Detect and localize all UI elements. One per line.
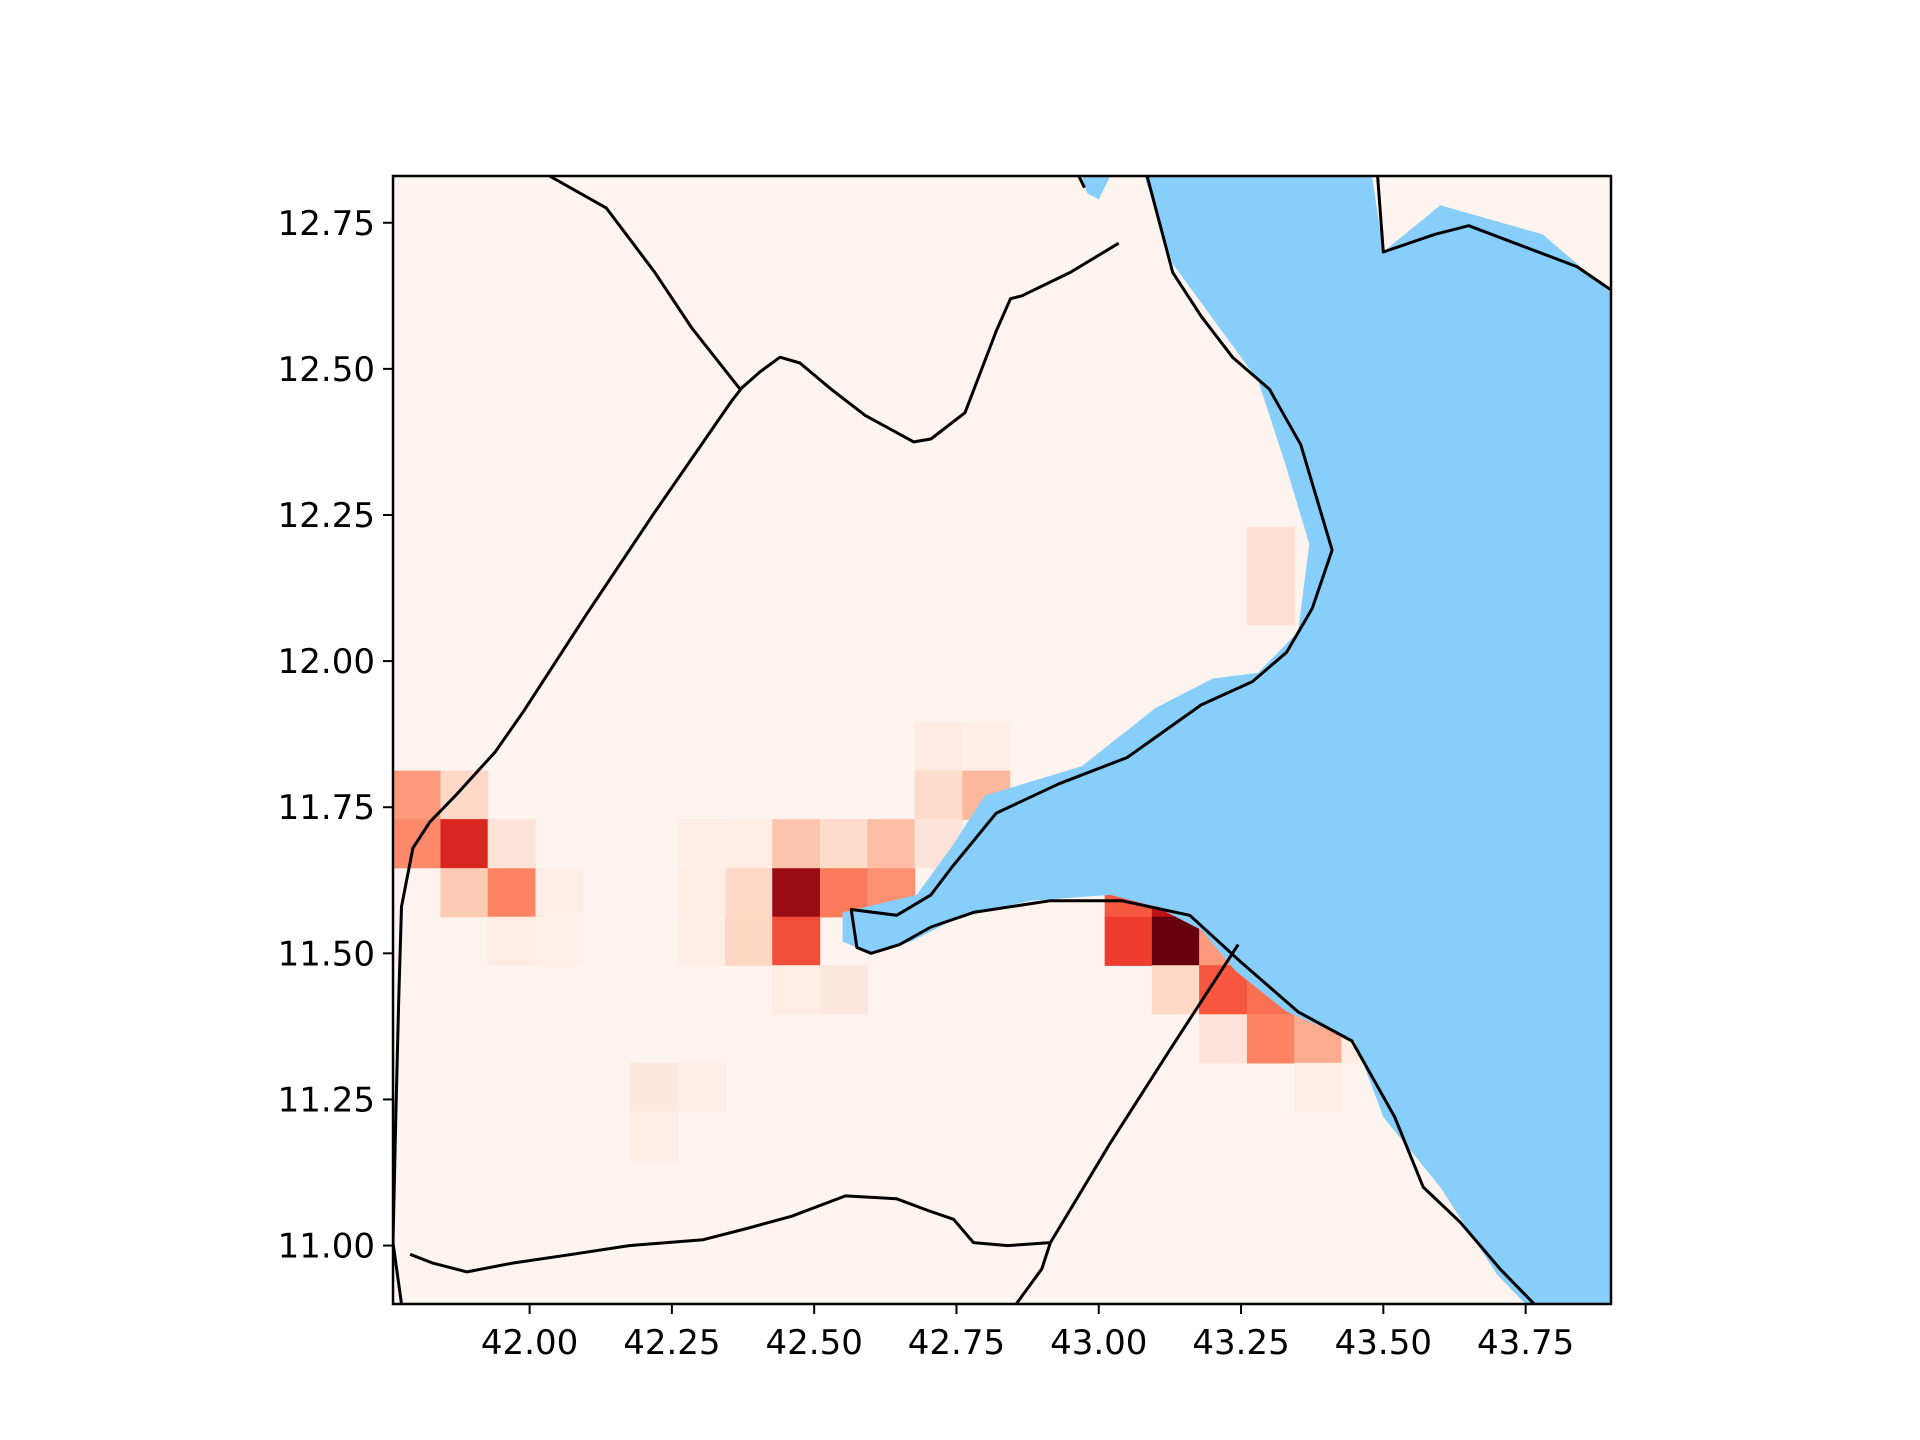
x-tick-label: 42.00 xyxy=(481,1323,578,1363)
border-line xyxy=(548,176,1120,444)
x-tick-label: 43.75 xyxy=(1477,1323,1574,1363)
y-tick-label: 11.50 xyxy=(278,934,375,974)
heatmap-cell xyxy=(440,770,489,820)
heatmap-cell xyxy=(1246,575,1295,626)
y-tick-label: 11.75 xyxy=(278,788,375,828)
border-line xyxy=(393,385,745,1304)
heatmap-cell xyxy=(725,819,773,869)
water-body xyxy=(1081,176,1111,200)
heatmap-cell xyxy=(629,1111,678,1161)
heatmap-cell xyxy=(867,819,916,869)
x-axis: 42.00 42.25 42.50 42.75 43.00 43.25 43.50 43.75 xyxy=(481,1304,1574,1363)
heatmap-cell xyxy=(629,1062,678,1113)
heatmap-cell xyxy=(677,916,726,966)
heatmap-cell xyxy=(1151,965,1200,1015)
border-line xyxy=(409,1194,1051,1274)
country-borders xyxy=(393,176,1611,1304)
heatmap-cell xyxy=(1199,1014,1248,1064)
heatmap-cell xyxy=(772,916,821,966)
x-tick-label: 43.00 xyxy=(1050,1323,1147,1363)
x-tick-label: 43.50 xyxy=(1335,1323,1432,1363)
heatmap-cell xyxy=(677,819,726,869)
heatmap-cell xyxy=(914,722,963,772)
heatmap-cell xyxy=(820,965,868,1015)
heatmap-cell xyxy=(1246,1014,1295,1064)
y-tick-label: 12.00 xyxy=(278,642,375,682)
y-tick-label: 11.25 xyxy=(278,1080,375,1120)
heatmap-cell xyxy=(1246,526,1295,577)
y-tick-label: 12.75 xyxy=(278,204,375,244)
heatmap-cell xyxy=(1104,916,1153,966)
heatmap-cell xyxy=(725,868,773,918)
heatmap-cell xyxy=(393,770,442,820)
border-line xyxy=(849,176,1536,1304)
water-body xyxy=(842,176,1611,1304)
heatmap-cell xyxy=(487,868,536,918)
border-line xyxy=(1077,176,1086,189)
heatmap-cell xyxy=(820,819,868,869)
heatmap-cell xyxy=(487,819,536,869)
heatmap-cell xyxy=(1294,1062,1343,1113)
heatmap-cell xyxy=(677,1062,726,1113)
y-tick-label: 11.00 xyxy=(278,1227,375,1267)
heatmap-cell xyxy=(914,770,963,820)
heatmap-cell xyxy=(440,868,489,918)
x-tick-label: 42.25 xyxy=(623,1323,720,1363)
water-bodies xyxy=(842,176,1611,1304)
heatmap-cell xyxy=(772,965,821,1015)
plot-frame xyxy=(391,174,1613,1306)
heatmap-cell xyxy=(440,819,489,869)
y-tick-label: 12.50 xyxy=(278,350,375,390)
y-tick-label: 12.25 xyxy=(278,496,375,536)
heatmap-cell xyxy=(962,722,1011,772)
heatmap-cell xyxy=(487,916,536,966)
heatmap-cell xyxy=(535,916,584,966)
y-axis: 11.00 11.25 11.50 11.75 12.00 12.25 12.50 12.75 xyxy=(278,204,393,1267)
border-line xyxy=(1376,176,1611,292)
heatmap-cell xyxy=(725,916,773,966)
border-line xyxy=(1014,943,1240,1304)
x-tick-label: 42.50 xyxy=(766,1323,863,1363)
heatmap-cell xyxy=(772,868,821,918)
heatmap-cell xyxy=(677,868,726,918)
heatmap-cell xyxy=(772,819,821,869)
x-tick-label: 42.75 xyxy=(908,1323,1005,1363)
x-tick-label: 43.25 xyxy=(1192,1323,1289,1363)
plot-area xyxy=(393,176,1611,1304)
heatmap-cell xyxy=(535,868,584,918)
